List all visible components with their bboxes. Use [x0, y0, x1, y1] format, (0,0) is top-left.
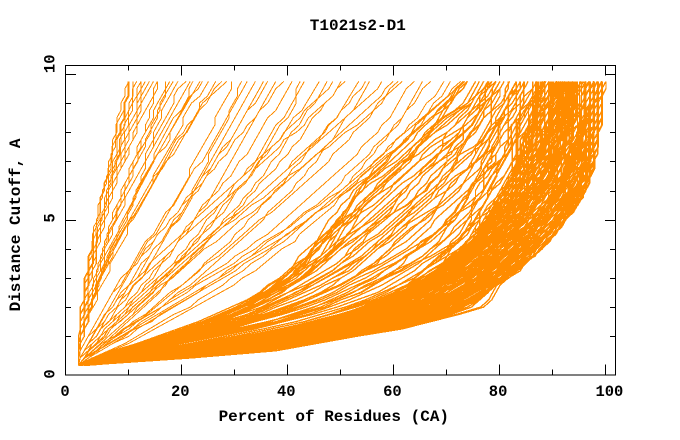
svg-text:60: 60 — [383, 383, 402, 401]
svg-text:80: 80 — [489, 383, 508, 401]
svg-text:20: 20 — [171, 383, 190, 401]
svg-text:Distance Cutoff, A: Distance Cutoff, A — [7, 138, 25, 311]
svg-text:0: 0 — [42, 369, 60, 378]
svg-text:100: 100 — [595, 383, 623, 401]
svg-text:0: 0 — [60, 383, 69, 401]
svg-text:10: 10 — [42, 54, 60, 73]
svg-text:Percent of Residues (CA): Percent of Residues (CA) — [219, 408, 449, 426]
svg-text:T1021s2-D1: T1021s2-D1 — [310, 17, 406, 35]
svg-text:40: 40 — [277, 383, 296, 401]
svg-text:5: 5 — [42, 213, 60, 222]
